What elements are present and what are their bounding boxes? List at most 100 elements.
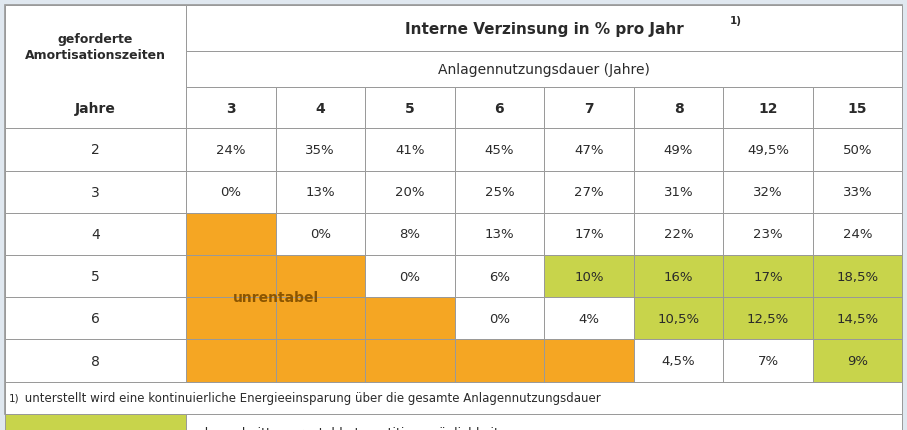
Bar <box>365 255 454 298</box>
Text: 1): 1) <box>9 393 20 403</box>
Bar <box>544 255 634 298</box>
Text: Interne Verzinsung in % pro Jahr: Interne Verzinsung in % pro Jahr <box>405 22 684 37</box>
Bar <box>276 171 365 213</box>
Bar <box>365 129 454 171</box>
Bar <box>813 340 902 382</box>
Text: 24%: 24% <box>843 228 873 241</box>
Bar <box>813 129 902 171</box>
Bar <box>365 298 454 340</box>
Text: 20%: 20% <box>395 186 424 199</box>
Text: 8%: 8% <box>399 228 420 241</box>
Text: Anlagennutzungsdauer (Jahre): Anlagennutzungsdauer (Jahre) <box>438 63 650 77</box>
Text: 4: 4 <box>91 227 100 241</box>
Bar <box>186 171 276 213</box>
Bar <box>813 88 902 129</box>
Bar <box>186 213 276 255</box>
Text: 22%: 22% <box>664 228 693 241</box>
Bar <box>186 6 902 52</box>
Bar <box>276 340 365 382</box>
Text: 33%: 33% <box>843 186 873 199</box>
Text: 3: 3 <box>91 185 100 199</box>
Bar <box>5 255 186 298</box>
Bar <box>544 171 634 213</box>
Bar <box>724 213 813 255</box>
Bar <box>813 255 902 298</box>
Bar <box>186 340 276 382</box>
Bar <box>634 213 724 255</box>
Text: 15: 15 <box>848 101 867 116</box>
Text: 9%: 9% <box>847 354 868 367</box>
Bar <box>544 340 634 382</box>
Text: 10%: 10% <box>574 270 604 283</box>
Bar <box>5 382 902 414</box>
Text: 0%: 0% <box>489 312 510 325</box>
Text: 50%: 50% <box>843 144 873 157</box>
Text: 0%: 0% <box>310 228 331 241</box>
Bar <box>186 255 276 298</box>
Bar <box>724 340 813 382</box>
Text: 4%: 4% <box>579 312 600 325</box>
Bar <box>544 213 634 255</box>
Bar <box>276 129 365 171</box>
Text: geforderte: geforderte <box>57 33 133 46</box>
Bar <box>544 129 634 171</box>
Bar <box>634 171 724 213</box>
Text: 5: 5 <box>91 270 100 283</box>
Text: Jahre: Jahre <box>74 101 116 116</box>
Bar <box>634 340 724 382</box>
Text: unrentabel: unrentabel <box>232 291 318 304</box>
Text: 49%: 49% <box>664 144 693 157</box>
Bar <box>5 414 186 430</box>
Text: 49,5%: 49,5% <box>747 144 789 157</box>
Bar <box>544 88 634 129</box>
Text: 0%: 0% <box>399 270 420 283</box>
Text: 25%: 25% <box>484 186 514 199</box>
Text: 6: 6 <box>494 101 504 116</box>
Text: 4: 4 <box>316 101 325 116</box>
Bar <box>5 171 186 213</box>
Bar <box>454 213 544 255</box>
Bar <box>186 88 902 129</box>
Bar <box>365 340 454 382</box>
Text: 27%: 27% <box>574 186 604 199</box>
Text: 12: 12 <box>758 101 778 116</box>
Text: 32%: 32% <box>754 186 783 199</box>
Text: abgeschnittene rentable Investitionsmöglichkeiten: abgeschnittene rentable Investitionsmögl… <box>197 426 514 430</box>
Bar <box>813 171 902 213</box>
Text: 5: 5 <box>405 101 414 116</box>
Bar <box>365 88 454 129</box>
Text: Amortisationszeiten: Amortisationszeiten <box>24 49 166 61</box>
Bar <box>5 213 186 255</box>
Text: 17%: 17% <box>754 270 783 283</box>
Bar <box>276 255 365 298</box>
Bar <box>454 88 544 129</box>
Bar <box>454 340 544 382</box>
Text: 45%: 45% <box>484 144 514 157</box>
Bar <box>5 340 186 382</box>
Bar <box>544 298 634 340</box>
Bar <box>634 129 724 171</box>
Bar <box>454 171 544 213</box>
Text: 2: 2 <box>91 143 100 157</box>
Bar <box>813 213 902 255</box>
Text: 8: 8 <box>91 354 100 368</box>
Text: 35%: 35% <box>306 144 335 157</box>
Text: unterstellt wird eine kontinuierliche Energieeinsparung über die gesamte Anlagen: unterstellt wird eine kontinuierliche En… <box>21 391 600 405</box>
Bar <box>186 52 902 88</box>
Bar <box>634 255 724 298</box>
Text: 18,5%: 18,5% <box>836 270 879 283</box>
Bar <box>276 213 365 255</box>
Text: 6%: 6% <box>489 270 510 283</box>
Bar <box>454 129 544 171</box>
Text: 47%: 47% <box>574 144 604 157</box>
Bar <box>5 6 186 129</box>
Bar <box>186 129 276 171</box>
Text: 41%: 41% <box>395 144 424 157</box>
Bar <box>724 88 813 129</box>
Bar <box>634 298 724 340</box>
Bar <box>186 298 276 340</box>
Bar <box>365 213 454 255</box>
Bar <box>276 88 365 129</box>
Bar <box>634 88 724 129</box>
Text: 24%: 24% <box>216 144 246 157</box>
